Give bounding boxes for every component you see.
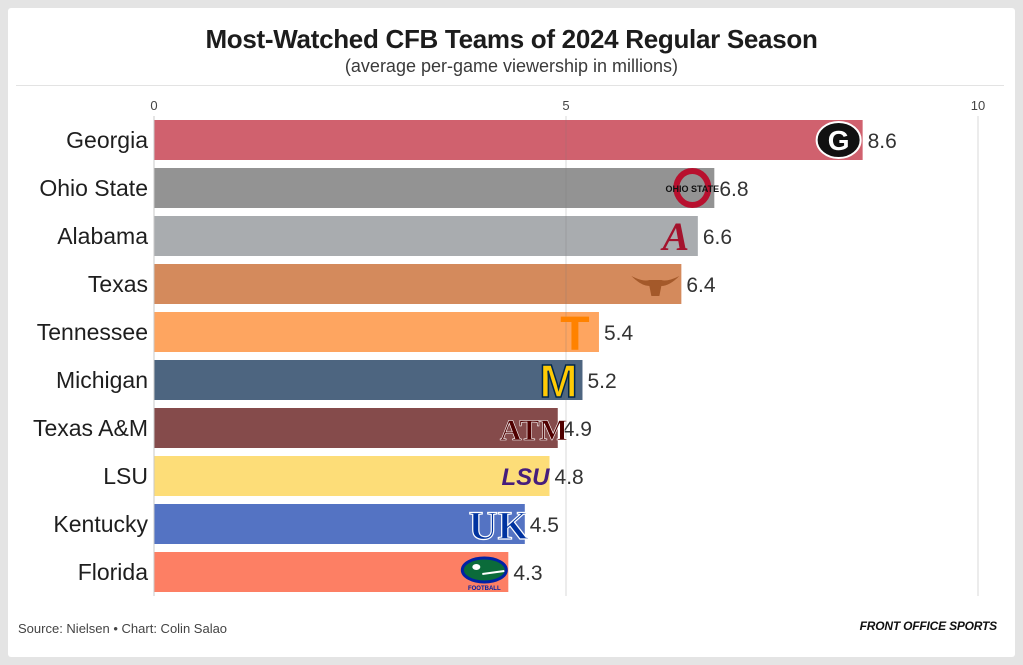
value-label: 4.5: [530, 514, 559, 537]
bar-georgia: [154, 120, 863, 160]
svg-text:M: M: [539, 355, 577, 407]
value-label: 6.8: [719, 178, 748, 201]
bar-lsu: [154, 456, 550, 496]
svg-text:OHIO STATE: OHIO STATE: [665, 184, 719, 194]
alabama-logo: A: [659, 214, 689, 259]
category-label: Georgia: [66, 127, 148, 153]
svg-text:ATM: ATM: [500, 414, 568, 447]
tennessee-logo: T: [560, 308, 589, 361]
category-label: Texas: [88, 271, 148, 297]
texas-logo: [631, 276, 680, 296]
value-label: 4.3: [513, 562, 542, 585]
x-tick-label: 0: [150, 98, 157, 113]
bar-tennessee: [154, 312, 599, 352]
bar-florida: [154, 552, 509, 592]
svg-text:A: A: [659, 214, 689, 259]
value-label: 6.6: [703, 226, 732, 249]
bar-ohio-state: [154, 168, 715, 208]
category-label: Michigan: [56, 367, 148, 393]
value-label: 4.9: [563, 418, 592, 441]
category-label: Ohio State: [39, 175, 148, 201]
x-tick-label: 5: [562, 98, 569, 113]
category-label: Kentucky: [53, 511, 148, 537]
florida-logo: FOOTBALL: [460, 556, 508, 592]
svg-text:LSU: LSU: [502, 464, 551, 491]
svg-text:T: T: [560, 308, 589, 361]
category-label: LSU: [103, 463, 148, 489]
title-divider: [16, 85, 1004, 86]
kentucky-logo: UK: [468, 502, 529, 548]
michigan-logo: M: [539, 354, 579, 408]
ohio-state-logo: OHIO STATE: [665, 168, 719, 208]
source-note: Source: Nielsen • Chart: Colin Salao: [18, 621, 228, 636]
chart-title: Most-Watched CFB Teams of 2024 Regular S…: [205, 24, 818, 54]
value-label: 6.4: [686, 274, 716, 297]
bar-texas: [154, 264, 682, 304]
texas-am-logo: ATM: [500, 414, 568, 448]
svg-text:UK: UK: [469, 503, 529, 548]
lsu-logo: LSU: [502, 464, 551, 491]
georgia-logo: G: [815, 121, 862, 159]
bar-michigan: [154, 360, 583, 400]
value-label: 5.4: [604, 322, 634, 345]
bar-kentucky: [154, 504, 525, 544]
chart-subtitle: (average per-game viewership in millions…: [344, 56, 679, 76]
category-label: Tennessee: [37, 319, 148, 345]
brand-logo: FRONT OFFICE SPORTS: [859, 619, 998, 633]
svg-text:G: G: [828, 125, 850, 156]
value-label: 4.8: [555, 466, 584, 489]
category-label: Florida: [78, 559, 149, 585]
value-label: 8.6: [868, 130, 897, 153]
svg-text:FOOTBALL: FOOTBALL: [468, 586, 501, 592]
category-label: Texas A&M: [33, 415, 148, 441]
bar-alabama: [154, 216, 698, 256]
category-label: Alabama: [57, 223, 148, 249]
value-label: 5.2: [587, 370, 616, 393]
x-tick-label: 10: [971, 98, 985, 113]
bar-texas-am: [154, 408, 558, 448]
